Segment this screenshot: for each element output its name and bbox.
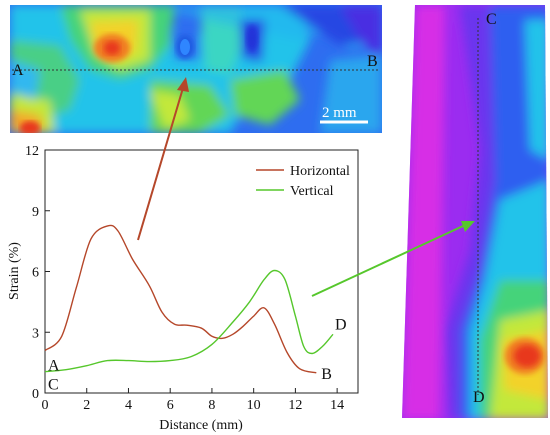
series-end-label: D [335,316,347,333]
plot-area [44,149,359,394]
series-end-labels: A B C D [48,316,347,393]
x-tick-label: 10 [247,398,261,413]
scale-bar-label: 2 mm [322,105,357,121]
x-tick-label: 12 [288,398,302,413]
series-start-label: C [48,377,59,394]
legend: Horizontal Vertical [256,164,350,199]
x-tick-label: 6 [167,398,174,413]
y-tick-label: 12 [25,144,39,159]
legend-label-horizontal: Horizontal [290,164,350,179]
x-tick-label: 0 [42,398,49,413]
series-line-horizontal [44,224,317,374]
x-tick-label: 2 [83,398,90,413]
callout-arrows [137,77,475,297]
y-axis-title: Strain (%) [7,242,22,300]
y-tick-label: 9 [32,205,39,220]
legend-label-vertical: Vertical [290,184,334,199]
strain-profile-chart: 0 2 4 6 8 10 12 14 0 3 6 9 12 A B C D Distance (mm) Str… [7,144,359,433]
axis-ticks: 0 2 4 6 8 10 12 14 0 3 6 9 12 [25,144,344,413]
top-strain-map: A B 2 mm [10,5,382,133]
right-strain-map: C D [402,5,548,418]
top-map-label-start: A [12,62,24,79]
x-axis-title: Distance (mm) [159,418,243,433]
horizontal-callout-arrow [137,87,184,241]
right-map-label-end: D [473,389,485,406]
x-tick-label: 8 [208,398,215,413]
x-tick-label: 14 [330,398,344,413]
y-tick-label: 0 [32,387,39,402]
x-tick-label: 4 [125,398,132,413]
series-end-label: B [321,366,332,383]
horizontal-arrowhead [177,77,189,92]
series-line-vertical [44,269,334,373]
vertical-arrowhead [461,221,475,232]
top-map-label-end: B [367,53,378,70]
series-layer [44,224,334,374]
y-tick-label: 3 [32,326,39,341]
vertical-callout-arrow [311,225,464,297]
right-map-label-start: C [486,11,497,28]
y-tick-label: 6 [32,266,39,281]
series-start-label: A [48,357,60,374]
